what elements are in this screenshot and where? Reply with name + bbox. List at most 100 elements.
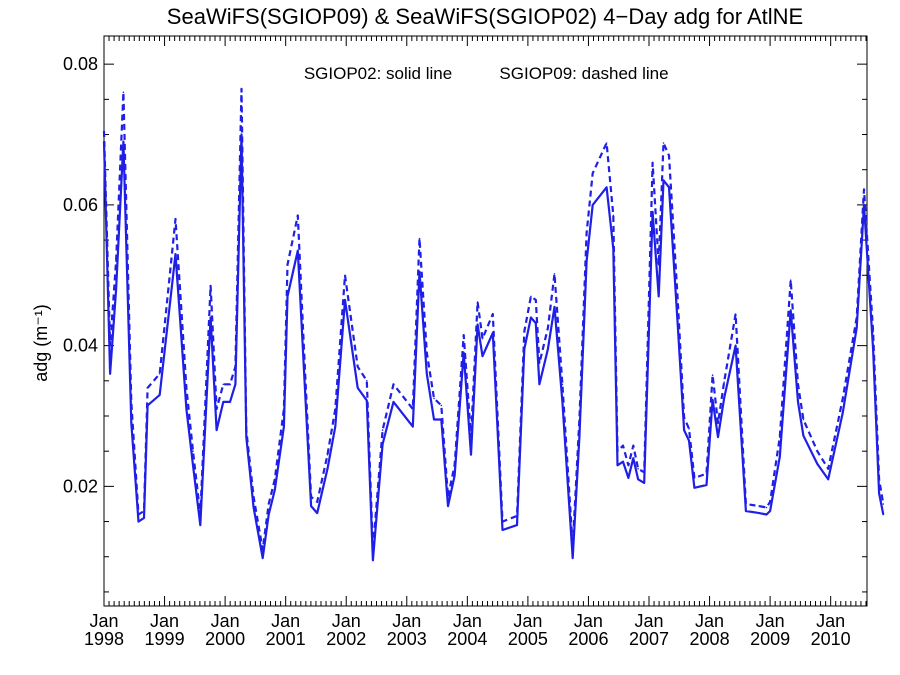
x-tick-month-label: Jan (574, 611, 603, 631)
x-axis: Jan1998Jan1999Jan2000Jan2001Jan2002Jan20… (84, 36, 867, 649)
data-point-dashed (481, 337, 484, 340)
data-point-dashed (578, 418, 581, 421)
data-point-dashed (758, 505, 760, 507)
data-point-solid (797, 401, 799, 403)
data-point-dashed (146, 387, 149, 389)
data-point-dashed (418, 237, 421, 240)
data-point-dashed (516, 515, 518, 517)
data-point-solid (222, 401, 225, 403)
data-point-solid (501, 529, 504, 531)
data-point-dashed (234, 365, 237, 368)
x-tick-year-label: 2000 (205, 629, 245, 649)
data-point-dashed (530, 295, 532, 298)
x-tick-year-label: 2008 (690, 629, 730, 649)
data-point-solid (882, 513, 885, 516)
data-point-dashed (261, 548, 264, 551)
data-point-solid (158, 394, 161, 396)
data-point-solid (734, 344, 737, 347)
data-point-dashed (381, 429, 384, 431)
data-point-dashed (316, 501, 319, 503)
data-point-dashed (143, 510, 145, 512)
data-point-solid (252, 506, 255, 509)
x-tick-month-label: Jan (695, 611, 724, 631)
series-line-dashed (102, 87, 885, 551)
data-point-solid (723, 397, 725, 400)
data-point-dashed (662, 142, 665, 144)
data-point-solid (192, 464, 194, 467)
x-tick-month-label: Jan (89, 611, 118, 631)
x-tick-year-label: 1999 (145, 629, 185, 649)
data-point-dashed (447, 496, 449, 498)
data-point-solid (185, 408, 188, 410)
x-tick-month-label: Jan (211, 611, 240, 631)
data-point-solid (637, 478, 639, 481)
y-tick-label: 0.06 (63, 195, 98, 215)
data-point-dashed (688, 427, 690, 430)
data-point-solid (209, 316, 212, 319)
x-tick-year-label: 2004 (447, 629, 487, 649)
data-point-solid (366, 399, 368, 402)
data-point-dashed (344, 274, 346, 277)
data-point-solid (122, 140, 125, 143)
y-axis-label: adg (m⁻¹) (31, 304, 51, 382)
data-point-dashed (717, 422, 719, 424)
data-point-dashed (797, 383, 799, 386)
y-tick-label: 0.02 (63, 476, 98, 496)
data-point-dashed (115, 260, 117, 263)
data-point-solid (705, 484, 708, 486)
data-point-solid (130, 422, 133, 424)
data-point-dashed (802, 418, 805, 421)
data-point-solid (530, 316, 532, 319)
data-point-solid (547, 348, 549, 350)
data-point-solid (643, 482, 645, 484)
data-point-solid (516, 524, 518, 526)
data-point-solid (591, 204, 594, 206)
data-point-dashed (366, 380, 368, 382)
data-point-dashed (392, 383, 395, 386)
data-point-dashed (470, 436, 472, 438)
data-point-dashed (426, 351, 428, 354)
data-point-solid (356, 387, 359, 389)
data-point-solid (769, 510, 771, 512)
x-tick-month-label: Jan (271, 611, 300, 631)
data-point-dashed (612, 214, 615, 217)
data-point-solid (789, 309, 792, 312)
data-point-solid (676, 320, 679, 322)
data-point-solid (578, 436, 581, 438)
data-point-solid (234, 383, 237, 386)
data-point-dashed (372, 548, 374, 551)
data-point-solid (392, 401, 395, 403)
data-point-dashed (286, 263, 289, 266)
data-point-solid (717, 436, 719, 438)
data-point-dashed (872, 330, 874, 333)
data-point-dashed (683, 416, 685, 419)
data-point-dashed (274, 478, 276, 481)
data-point-dashed (561, 383, 564, 386)
data-point-solid (137, 520, 140, 523)
data-point-solid (229, 401, 231, 403)
data-point-dashed (842, 397, 844, 400)
data-point-dashed (711, 374, 714, 377)
y-tick-label: 0.04 (63, 336, 98, 356)
data-point-solid (668, 186, 670, 189)
data-point-solid (842, 411, 844, 414)
data-point-dashed (185, 387, 188, 389)
data-point-dashed (310, 496, 312, 498)
data-point-solid (878, 492, 880, 495)
data-point-dashed (827, 468, 829, 470)
x-tick-year-label: 2007 (629, 629, 669, 649)
x-tick-month-label: Jan (634, 611, 663, 631)
data-point-dashed (676, 295, 679, 298)
plot-frame (103, 35, 868, 607)
data-point-dashed (122, 91, 125, 94)
data-point-dashed (622, 444, 624, 447)
data-point-dashed (334, 408, 337, 410)
data-point-dashed (356, 365, 359, 368)
data-point-dashed (765, 506, 768, 509)
data-point-dashed (240, 88, 243, 90)
data-point-dashed (476, 301, 479, 303)
data-point-solid (802, 434, 805, 437)
data-point-solid (143, 517, 145, 519)
data-point-solid (605, 186, 608, 189)
